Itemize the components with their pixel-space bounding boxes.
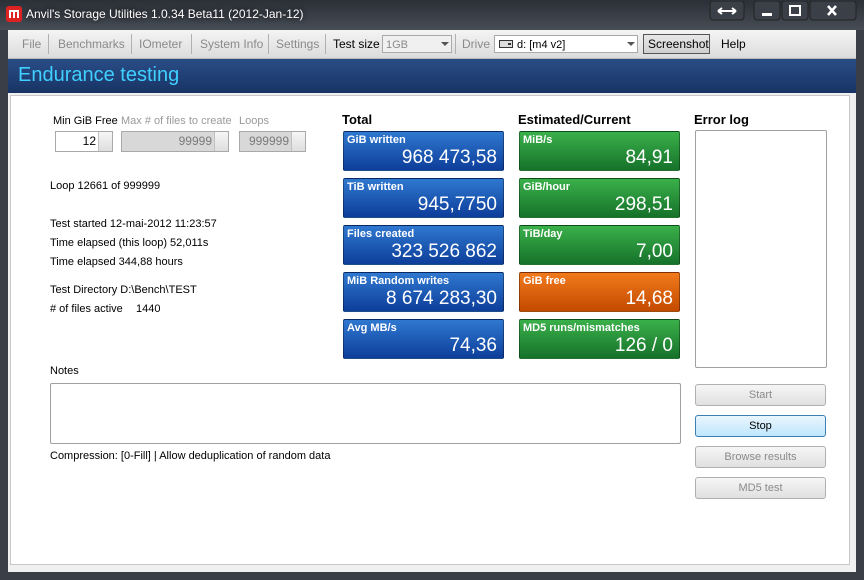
- minimize-button[interactable]: [753, 1, 781, 21]
- stat-tile: GiB/hour 298,51: [519, 178, 680, 218]
- error-log-title: Error log: [694, 112, 749, 127]
- app-icon: [6, 6, 22, 22]
- stat-value: 8 674 283,30: [386, 288, 497, 309]
- stat-tile: GiB written 968 473,58: [343, 131, 504, 171]
- notes-title: Notes: [50, 365, 79, 377]
- files-active-value: 1440: [136, 303, 161, 315]
- window-controls: [709, 1, 857, 21]
- window-title: Anvil's Storage Utilities 1.0.34 Beta11 …: [26, 7, 304, 21]
- drive-label: Drive: [462, 37, 491, 51]
- help-menu[interactable]: Help: [721, 37, 746, 51]
- menu-item[interactable]: Settings: [276, 37, 320, 51]
- drive-combo[interactable]: d: [m4 v2]: [494, 35, 638, 53]
- stat-tile: MiB Random writes 8 674 283,30: [343, 272, 504, 312]
- compression-info: Compression: [0-Fill] | Allow deduplicat…: [50, 450, 331, 462]
- loops-label: Loops: [239, 115, 269, 127]
- stat-value: 126 / 0: [614, 335, 673, 356]
- stat-value: 298,51: [614, 194, 673, 215]
- drive-icon: [499, 40, 513, 48]
- stat-value: 968 473,58: [401, 147, 497, 168]
- stat-tile: MiB/s 84,91: [519, 131, 680, 171]
- stat-label: GiB written: [347, 134, 406, 146]
- loop-status: Loop 12661 of 999999: [50, 180, 161, 192]
- action-button[interactable]: Start: [695, 384, 826, 406]
- stat-label: GiB/hour: [523, 181, 571, 193]
- separator: [191, 34, 192, 54]
- test-size-label: Test size: [333, 37, 380, 51]
- test-started: Test started 12-mai-2012 11:23:57: [50, 218, 217, 230]
- action-button[interactable]: Stop: [695, 415, 826, 437]
- stat-tile: MD5 runs/mismatches 126 / 0: [519, 319, 680, 359]
- menu-item[interactable]: System Info: [200, 37, 264, 51]
- stat-tile: TiB/day 7,00: [519, 225, 680, 265]
- stat-label: Avg MB/s: [347, 322, 397, 334]
- menu-item[interactable]: Benchmarks: [58, 37, 125, 51]
- maximize-button[interactable]: [781, 1, 809, 21]
- min-free-value: 12: [82, 134, 96, 148]
- separator: [325, 34, 326, 54]
- action-button[interactable]: Browse results: [695, 446, 826, 468]
- page-title: Endurance testing: [18, 64, 180, 86]
- elapsed-total: Time elapsed 344,88 hours: [50, 256, 183, 268]
- stat-tile: GiB free 14,68: [519, 272, 680, 312]
- min-free-label: Min GiB Free: [53, 115, 118, 127]
- screenshot-button[interactable]: Screenshot: [648, 37, 709, 51]
- stat-label: MiB/s: [523, 134, 553, 146]
- stat-value: 323 526 862: [391, 241, 497, 262]
- test-size-value: 1GB: [386, 39, 409, 51]
- stat-label: Files created: [347, 228, 415, 240]
- separator: [48, 34, 49, 54]
- loops-value: 999999: [248, 134, 289, 148]
- stat-tile: Files created 323 526 862: [343, 225, 504, 265]
- stat-label: MD5 runs/mismatches: [523, 322, 640, 334]
- separator: [455, 34, 456, 54]
- files-active-label: # of files active: [50, 303, 123, 315]
- stat-label: TiB/day: [523, 228, 563, 240]
- max-files-value: 99999: [178, 134, 212, 148]
- notes-box[interactable]: [50, 383, 681, 444]
- stat-tile: TiB written 945,7750: [343, 178, 504, 218]
- stat-label: TiB written: [347, 181, 404, 193]
- min-free-input[interactable]: 12: [55, 131, 113, 152]
- stat-value: 7,00: [636, 241, 673, 262]
- error-log-box: [695, 130, 827, 368]
- max-files-input: 99999: [121, 131, 229, 152]
- stat-value: 945,7750: [417, 194, 497, 215]
- estimated-title: Estimated/Current: [518, 112, 631, 127]
- elapsed-loop: Time elapsed (this loop) 52,011s: [50, 237, 209, 249]
- screenshot-button-frame: [643, 34, 710, 54]
- header-band: [8, 59, 856, 93]
- action-button[interactable]: MD5 test: [695, 477, 826, 499]
- stat-label: GiB free: [523, 275, 566, 287]
- total-title: Total: [342, 112, 373, 127]
- stat-value: 74,36: [449, 335, 497, 356]
- menu-item[interactable]: IOmeter: [139, 37, 183, 51]
- test-size-combo[interactable]: 1GB: [382, 35, 452, 53]
- stat-value: 14,68: [625, 288, 673, 309]
- separator: [131, 34, 132, 54]
- test-directory: Test Directory D:\Bench\TEST: [50, 284, 197, 296]
- stat-tile: Avg MB/s 74,36: [343, 319, 504, 359]
- drive-value: d: [m4 v2]: [517, 39, 566, 51]
- separator: [268, 34, 269, 54]
- menu-item[interactable]: File: [22, 37, 42, 51]
- stat-value: 84,91: [625, 147, 673, 168]
- stat-label: MiB Random writes: [347, 275, 450, 287]
- max-files-label: Max # of files to create: [121, 115, 232, 127]
- loops-input: 999999: [239, 131, 306, 152]
